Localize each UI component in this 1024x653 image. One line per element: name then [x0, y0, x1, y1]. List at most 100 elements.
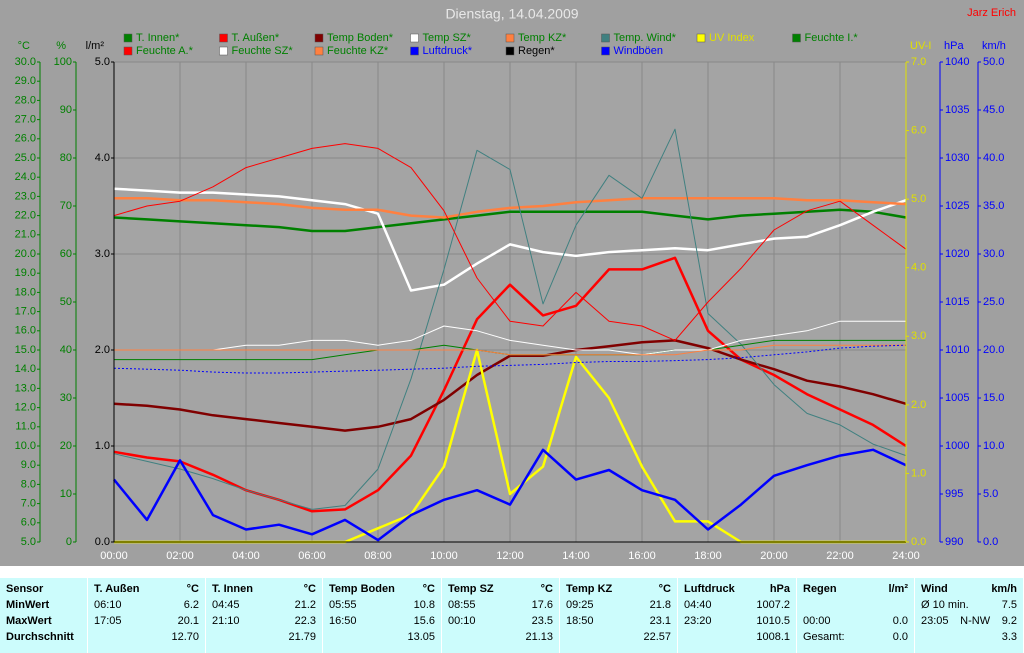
author: Jarz Erich [967, 7, 1016, 19]
y-tick-label: 90 [60, 104, 72, 116]
axis-unit: hPa [944, 40, 964, 52]
table-cell-text: Luftdruck [684, 583, 735, 595]
series-line [113, 344, 907, 374]
series-line [114, 320, 906, 356]
y-tick-label: 5.0 [21, 536, 36, 548]
y-tick-label: 10.0 [983, 440, 1004, 452]
chart: Dienstag, 14.04.2009 Jarz Erich 00:00 02:… [0, 0, 1024, 566]
table-row: 04:45 21.2 [212, 597, 316, 613]
y-tick-label: 0.0 [911, 536, 926, 548]
table-cell-text: 16:50 [329, 615, 357, 627]
y-tick-label: 5.0 [911, 193, 926, 205]
legend-swatch [601, 33, 610, 43]
legend-label: Feuchte KZ* [327, 45, 389, 57]
table-cell-text: 3.3 [1001, 631, 1017, 643]
y-tick-label: 12.0 [15, 402, 36, 414]
table-cell-text: 05:55 [329, 599, 357, 611]
table-cell-text: Gesamt: [803, 631, 845, 643]
y-tick-label: 35.0 [983, 200, 1004, 212]
y-tick-label: 100 [54, 56, 72, 68]
y-tick-label: 29.0 [15, 75, 36, 87]
table-column: Temp Boden °C 05:55 10.8 16:50 15.6 13.05 [323, 578, 442, 653]
table-cell-text: 10.8 [413, 599, 435, 611]
series-lines [113, 128, 907, 544]
x-tick-label: 12:00 [496, 550, 524, 562]
axis-unit: l/m² [86, 40, 105, 52]
y-tick-label: 14.0 [15, 363, 36, 375]
y-tick-label: 70 [60, 200, 72, 212]
table-cell-text: 21.2 [294, 599, 316, 611]
table-cell-text: Durchschnitt [6, 631, 74, 643]
table-cell-text: 1010.5 [756, 615, 790, 627]
series-line [113, 448, 907, 542]
series-line [113, 187, 907, 292]
y-tick-label: 4.0 [95, 152, 110, 164]
series-line [113, 128, 907, 510]
y-tick-label: 50 [60, 296, 72, 308]
table-row: Ø 10 min. 7.5 [921, 597, 1017, 613]
y-tick-label: 24.0 [15, 171, 36, 183]
legend-swatch [219, 33, 228, 43]
axis-unit: UV-I [910, 40, 931, 52]
y-tick-label: 1005 [945, 392, 969, 404]
y-tick-label: 5.0 [95, 56, 110, 68]
table-cell-text: Regen [803, 583, 837, 595]
table-header: Temp SZ °C [448, 581, 553, 597]
y-tick-label: 5.0 [983, 488, 998, 500]
table-cell-text: 23:05 [921, 615, 949, 627]
axis-unit: °C [18, 40, 30, 52]
y-tick-label: 1000 [945, 440, 969, 452]
table-row-label: Durchschnitt [6, 629, 81, 645]
y-tick-label: 3.0 [911, 330, 926, 342]
table-header: Luftdruck hPa [684, 581, 790, 597]
y-tick-label: 1.0 [95, 440, 110, 452]
y-tick-label: 7.0 [911, 56, 926, 68]
x-tick-label: 00:00 [100, 550, 128, 562]
series-line [113, 339, 907, 432]
y-tick-label: 18.0 [15, 286, 36, 298]
table-row [803, 597, 908, 613]
x-tick-label: 24:00 [892, 550, 920, 562]
x-tick-label: 02:00 [166, 550, 194, 562]
legend-swatch [601, 46, 610, 56]
table-row: 12.70 [94, 629, 199, 645]
table-cell-text: T. Innen [212, 583, 253, 595]
table-cell-text: 22.57 [643, 631, 671, 643]
summary-table: Sensor MinWert MaxWert Durchschnitt T. Außen… [0, 578, 1024, 653]
table-row: 16:50 15.6 [329, 613, 435, 629]
table-cell-text: 0.0 [892, 615, 908, 627]
y-tick-label: 20 [60, 440, 72, 452]
y-tick-label: 1020 [945, 248, 969, 260]
table-column: Wind km/h Ø 10 min. 7.5 23:05 N-NW 9.2 3.3 [915, 578, 1024, 653]
table-cell-text: 23.1 [649, 615, 671, 627]
y-tick-label: 30.0 [15, 56, 36, 68]
legend-label: Temp Boden* [327, 32, 394, 44]
y-tick-label: 19.0 [15, 267, 36, 279]
y-tick-label: 4.0 [911, 262, 926, 274]
y-tick-label: 25.0 [983, 296, 1004, 308]
y-tick-label: 16.0 [15, 325, 36, 337]
y-tick-label: 30.0 [983, 248, 1004, 260]
table-cell-text: 0.0 [892, 631, 908, 643]
x-tick-label: 14:00 [562, 550, 590, 562]
y-tick-label: 1030 [945, 152, 969, 164]
y-tick-label: 8.0 [21, 478, 36, 490]
y-tick-label: 2.0 [95, 344, 110, 356]
legend-swatch [123, 33, 133, 43]
y-tick-label: 7.0 [21, 498, 36, 510]
x-tick-label: 22:00 [826, 550, 854, 562]
table-row: 21:10 22.3 [212, 613, 316, 629]
legend-label: Feuchte SZ* [232, 45, 294, 57]
y-tick-label: 3.0 [95, 248, 110, 260]
y-tick-label: 1035 [945, 104, 969, 116]
table-cell-text: 04:45 [212, 599, 240, 611]
y-tick-label: 1010 [945, 344, 969, 356]
y-tick-label: 30 [60, 392, 72, 404]
table-cell-text: 1007.2 [756, 599, 790, 611]
y-tick-label: 10.0 [15, 440, 36, 452]
x-tick-label: 16:00 [628, 550, 656, 562]
legend-label: Temp SZ* [423, 32, 472, 44]
x-tick-label: 10:00 [430, 550, 458, 562]
table-cell-text: °C [303, 583, 316, 595]
table-header: Temp KZ °C [566, 581, 671, 597]
